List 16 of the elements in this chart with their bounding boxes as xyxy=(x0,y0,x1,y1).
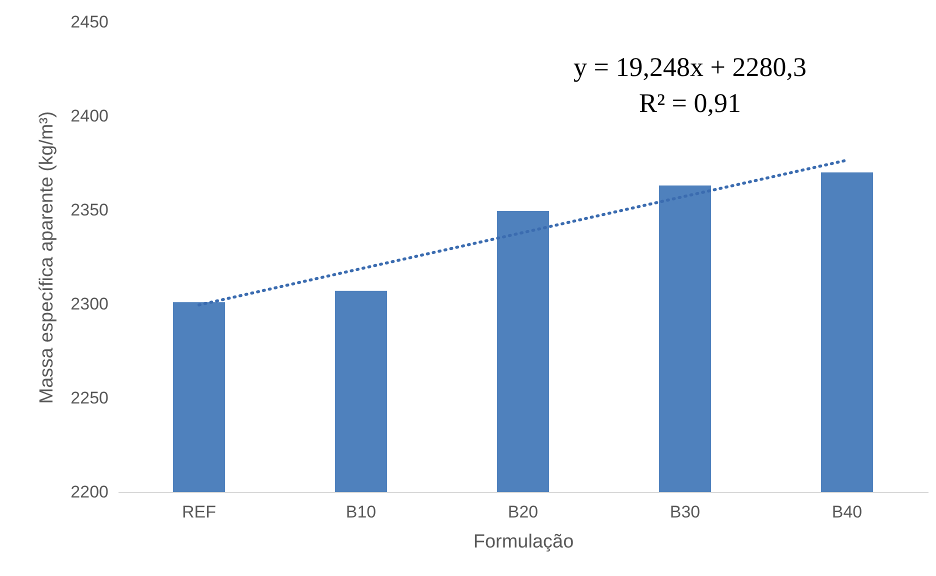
annotation: y = 19,248x + 2280,3 xyxy=(574,52,806,82)
x-tick-label: B20 xyxy=(508,502,538,522)
line-series xyxy=(198,158,848,306)
x-tick-label: B40 xyxy=(832,502,862,522)
y-tick-label: 2300 xyxy=(70,294,108,314)
x-tick-label: B10 xyxy=(346,502,376,522)
x-axis-title: Formulação xyxy=(473,532,574,552)
x-tick-label: B30 xyxy=(670,502,700,522)
y-tick-label: 2450 xyxy=(70,12,108,32)
y-tick-label: 2400 xyxy=(70,106,108,126)
y-axis-title: Massa específica aparente (kg/m³) xyxy=(36,111,58,404)
y-tick-label: 2350 xyxy=(70,200,108,220)
annotation: R² = 0,91 xyxy=(638,88,742,118)
y-tick-label: 2200 xyxy=(70,482,108,502)
y-tick-label: 2250 xyxy=(70,388,108,408)
x-tick-label: REF xyxy=(182,502,216,522)
